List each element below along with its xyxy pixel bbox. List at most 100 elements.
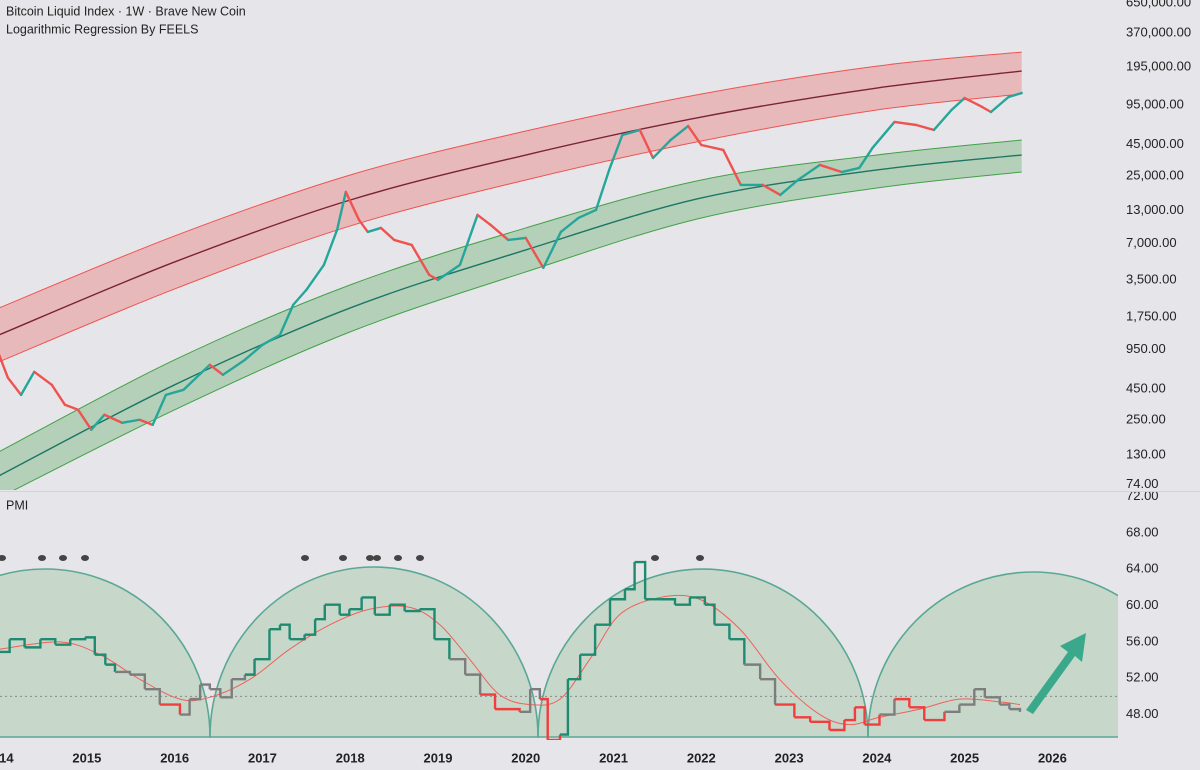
price-segment [6,376,23,397]
pmi-step [209,687,222,698]
price-segment [621,128,642,137]
pmi-step [404,609,421,613]
y-tick-label: 450.00 [1126,380,1166,395]
price-segment [50,383,67,407]
band-center [0,70,1022,336]
regression-band [0,52,1022,362]
pmi-step [567,654,582,681]
price-segment [151,393,168,427]
price-segment [893,120,918,127]
pmi-step [924,711,946,722]
price-pane [0,51,1023,490]
pmi-step [85,636,96,655]
price-segment [261,333,282,347]
price-segment [980,105,993,114]
pmi-step [220,679,233,699]
price-segment [335,190,348,232]
trend-arrow [1026,633,1086,714]
pmi-step [580,624,597,656]
price-segment [651,138,672,160]
y-tick-label: 72.00 [1126,488,1159,503]
y-tick-label: 25,000.00 [1126,167,1184,182]
cycle-arcs [0,566,1118,738]
band-upper [0,139,1022,452]
pmi-step [105,663,117,672]
price-segment [524,236,545,270]
price-segment [669,124,690,142]
pmi-step [999,703,1011,710]
regression-band [0,140,1022,490]
pmi-step [944,704,961,714]
price-segment [638,128,655,160]
pmi-step [269,624,282,631]
pmi-step [744,663,762,680]
price-segment [577,208,598,220]
price-segment [19,370,36,397]
pmi-step [854,706,866,725]
top-marker [301,555,309,561]
pmi-step [361,596,376,615]
pmi-step [689,596,707,605]
pmi-step [419,608,436,640]
pmi-step [159,703,182,715]
pmi-step [894,697,911,708]
pmi-pane [0,555,1118,740]
price-segment [164,388,185,397]
pmi-step [879,699,896,716]
pmi-step [729,638,746,665]
x-tick-label: 2018 [336,750,365,765]
y-tick-label: 95,000.00 [1126,97,1184,112]
top-marker [59,555,67,561]
price-segment [700,143,725,152]
pane-title: PMI [6,498,28,512]
pmi-step [984,696,1001,705]
price-segment [33,370,53,387]
price-segment [63,403,80,411]
pmi-step [714,623,731,640]
price-segment [915,123,936,132]
pmi-step [595,599,612,626]
price-segment [779,178,800,197]
x-tick-label: 2026 [1038,750,1067,765]
price-segment [796,163,822,182]
top-marker [696,555,704,561]
top-marker [416,555,424,561]
pmi-step [864,714,881,726]
pmi-step [189,684,202,701]
y-tick-label: 195,000.00 [1126,58,1191,73]
price-segment [243,343,264,362]
pmi-step [909,706,926,721]
pmi-step [844,707,857,722]
x-tick-label: 2020 [511,750,540,765]
y-tick-label: 13,000.00 [1126,202,1184,217]
pmi-step [610,589,627,601]
price-segment [278,303,295,337]
pmi-step [389,603,406,612]
price-segment [858,146,874,170]
pmi-step [674,597,692,606]
y-tick-label: 650,000.00 [1126,0,1191,10]
price-segment [208,363,225,377]
pmi-step [289,634,306,641]
price-segment [366,226,383,234]
y-tick-label: 370,000.00 [1126,24,1191,39]
pmi-step [280,623,291,640]
top-marker [373,555,381,561]
price-segment [507,236,527,242]
price-segment [291,288,308,307]
pmi-step [144,687,161,705]
pmi-step [539,697,549,740]
price-segment [138,418,154,427]
pmi-step [1009,707,1022,712]
x-tick-label: 2024 [862,750,892,765]
top-marker [394,555,402,561]
x-tick-label: 2025 [950,750,979,765]
pmi-step [324,603,341,615]
top-marker [366,555,374,561]
y-tick-label: 74.00 [1126,476,1159,491]
pmi-step [560,679,570,736]
price-segment [607,133,624,172]
cycle-arc [867,571,1118,738]
price-segment [322,228,339,267]
